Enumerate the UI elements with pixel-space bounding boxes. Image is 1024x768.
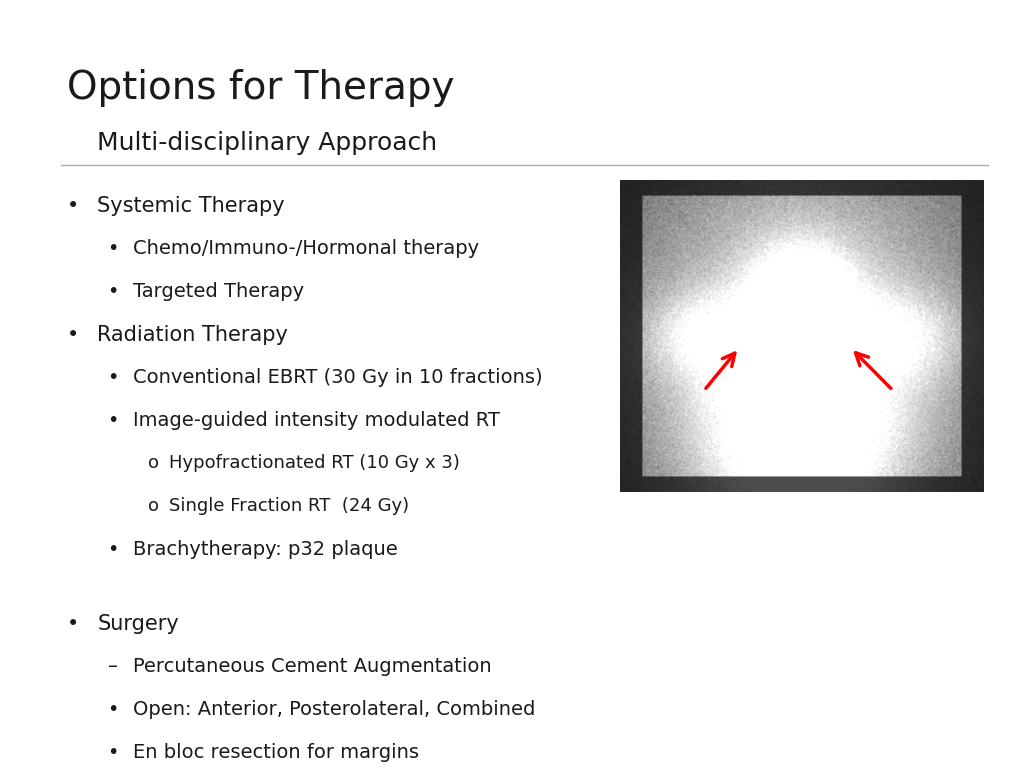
Text: Image-guided intensity modulated RT: Image-guided intensity modulated RT <box>133 411 500 430</box>
Text: Chemo/Immuno-/Hormonal therapy: Chemo/Immuno-/Hormonal therapy <box>133 239 479 258</box>
Text: •: • <box>108 411 119 430</box>
Text: •: • <box>67 196 79 216</box>
Text: •: • <box>67 325 79 345</box>
Text: Multi-disciplinary Approach: Multi-disciplinary Approach <box>97 131 437 154</box>
Text: Percutaneous Cement Augmentation: Percutaneous Cement Augmentation <box>133 657 492 676</box>
Text: Targeted Therapy: Targeted Therapy <box>133 282 304 301</box>
Text: Radiation Therapy: Radiation Therapy <box>97 325 288 345</box>
Text: Options for Therapy: Options for Therapy <box>67 69 454 107</box>
Text: •: • <box>67 614 79 634</box>
Text: Brachytherapy: p32 plaque: Brachytherapy: p32 plaque <box>133 540 398 559</box>
Text: •: • <box>108 700 119 719</box>
Text: En bloc resection for margins: En bloc resection for margins <box>133 743 419 762</box>
Text: •: • <box>108 743 119 762</box>
Text: o: o <box>148 497 160 515</box>
Text: •: • <box>108 368 119 387</box>
Text: Systemic Therapy: Systemic Therapy <box>97 196 285 216</box>
Text: Conventional EBRT (30 Gy in 10 fractions): Conventional EBRT (30 Gy in 10 fractions… <box>133 368 543 387</box>
Text: •: • <box>108 282 119 301</box>
Text: Single Fraction RT  (24 Gy): Single Fraction RT (24 Gy) <box>169 497 409 515</box>
Text: •: • <box>108 239 119 258</box>
Text: Hypofractionated RT (10 Gy x 3): Hypofractionated RT (10 Gy x 3) <box>169 454 460 472</box>
Text: Surgery: Surgery <box>97 614 179 634</box>
Text: •: • <box>108 540 119 559</box>
Text: o: o <box>148 454 160 472</box>
Text: –: – <box>108 657 118 676</box>
Text: Open: Anterior, Posterolateral, Combined: Open: Anterior, Posterolateral, Combined <box>133 700 536 719</box>
